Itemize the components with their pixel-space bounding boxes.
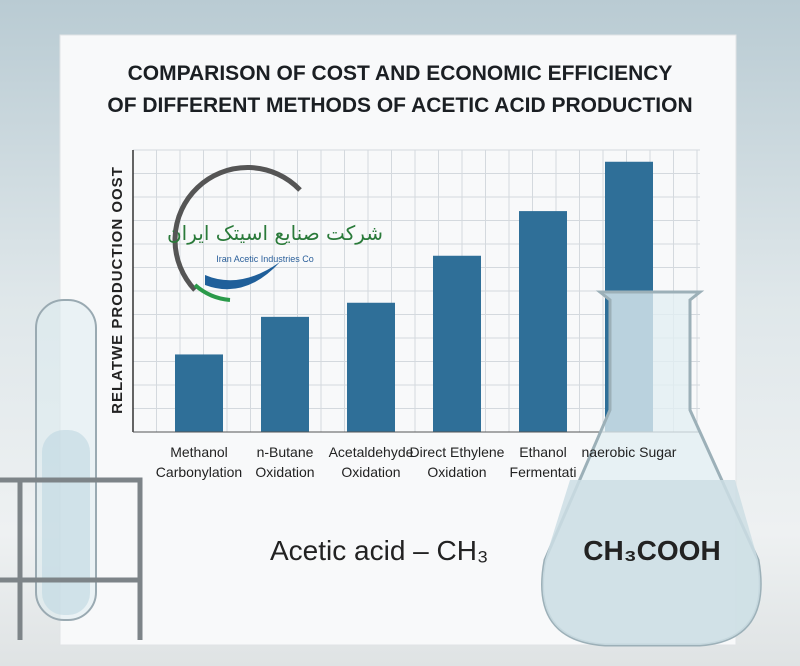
caption: Acetic acid – CH₃	[270, 535, 488, 566]
bar	[519, 211, 567, 432]
flask: CH₃COOH	[541, 290, 762, 647]
chart-title: COMPARISON OF COST AND ECONOMIC EFFICIEN…	[107, 62, 692, 117]
x-tick-label: Methanol Carbonylation	[155, 444, 243, 480]
logo-arc	[172, 165, 302, 292]
x-tick-label: Ethanol Fermentati	[509, 444, 577, 480]
x-tick-label: Direct Ethylene Oxidation	[409, 444, 505, 480]
y-axis-label: RELATWE PRODUCTION OOST	[109, 166, 126, 414]
test-tube	[0, 299, 143, 640]
x-tick-label: Acetaldehyde Oxidation	[328, 444, 414, 480]
logo: شرکت صنایع اسیتک ایران Iran Acetic Indus…	[167, 165, 383, 302]
liquid	[42, 430, 90, 615]
flask-label: CH₃COOH	[583, 535, 720, 566]
bar	[175, 354, 223, 432]
flask-liquid	[542, 480, 761, 645]
logo-name: شرکت صنایع اسیتک ایران	[167, 221, 383, 245]
logo-arc	[193, 283, 231, 302]
rack	[0, 477, 143, 640]
bar	[261, 316, 309, 432]
x-tick-label: naerobic Sugar	[581, 444, 677, 460]
logo-wave	[205, 262, 280, 290]
bar	[433, 255, 481, 432]
bar	[347, 302, 395, 432]
x-tick-label: n-Butane Oxidation	[255, 444, 315, 480]
logo-subtitle: Iran Acetic Industries Co	[216, 254, 314, 264]
